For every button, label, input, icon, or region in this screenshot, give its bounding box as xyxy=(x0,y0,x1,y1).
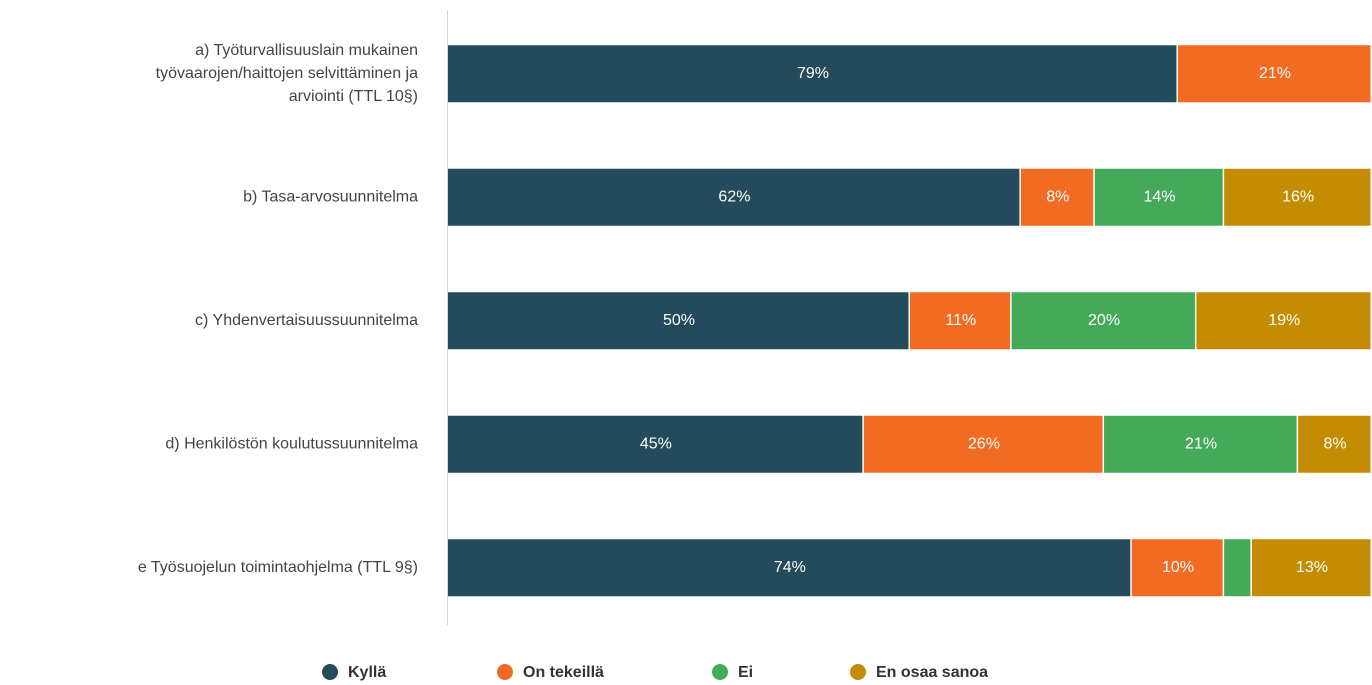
value-label: 45% xyxy=(640,435,672,452)
legend-label: On tekeillä xyxy=(523,664,604,681)
bar-segment xyxy=(1104,415,1297,473)
legend-marker xyxy=(322,664,338,680)
bar-segment xyxy=(1094,168,1223,226)
value-label: 16% xyxy=(1282,188,1314,205)
bar-segment xyxy=(1224,168,1371,226)
value-label: 21% xyxy=(1185,435,1217,452)
category-label: c) Yhdenvertaisuussuunnitelma xyxy=(195,312,418,329)
legend-marker xyxy=(712,664,728,680)
bar-segment xyxy=(863,415,1103,473)
bar-segment xyxy=(1020,168,1094,226)
bar-segment xyxy=(1177,45,1371,103)
legend-label: En osaa sanoa xyxy=(876,664,988,681)
value-label: 79% xyxy=(797,65,829,82)
legend-marker xyxy=(850,664,866,680)
value-label: 74% xyxy=(774,559,806,576)
bar-segment xyxy=(1298,415,1371,473)
category-label: e Työsuojelun toimintaohjelma (TTL 9§) xyxy=(138,559,418,576)
category-label: d) Henkilöstön koulutussuunnitelma xyxy=(165,435,418,452)
bar-segment xyxy=(448,45,1177,103)
value-label: 19% xyxy=(1268,312,1300,329)
bar-segment xyxy=(448,539,1131,597)
bar-segment xyxy=(1131,539,1223,597)
category-label: b) Tasa-arvosuunnitelma xyxy=(243,188,418,205)
value-label: 14% xyxy=(1143,188,1175,205)
bar-segment xyxy=(1196,292,1371,350)
legend-label: Ei xyxy=(738,664,753,681)
value-label: 13% xyxy=(1296,559,1328,576)
value-label: 11% xyxy=(945,312,976,329)
bar-segment xyxy=(448,292,909,350)
category-label: a) Työturvallisuuslain mukainen työvaaroj… xyxy=(156,42,418,105)
bar-segment xyxy=(1224,539,1251,597)
bar-segment xyxy=(1251,539,1371,597)
value-label: 8% xyxy=(1046,188,1069,205)
value-label: 26% xyxy=(968,435,1000,452)
value-label: 10% xyxy=(1162,559,1194,576)
value-label: 8% xyxy=(1323,435,1346,452)
bar-segment xyxy=(448,415,863,473)
value-label: 62% xyxy=(718,188,750,205)
bar-segment xyxy=(448,168,1020,226)
value-label: 20% xyxy=(1088,312,1120,329)
value-label: 50% xyxy=(663,312,695,329)
value-label: 21% xyxy=(1259,65,1291,82)
legend-label: Kyllä xyxy=(348,664,386,681)
bar-segment xyxy=(1011,292,1195,350)
bar-segment xyxy=(910,292,1011,350)
legend-marker xyxy=(497,664,513,680)
